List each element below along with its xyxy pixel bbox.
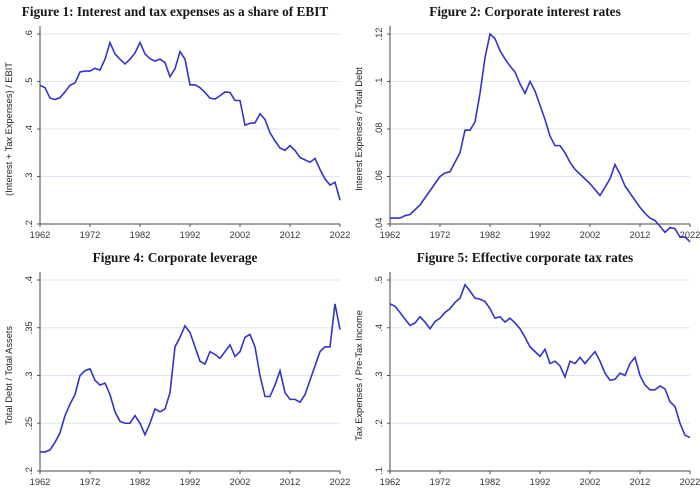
svg-text:1962: 1962 — [30, 230, 51, 240]
svg-text:.1: .1 — [374, 467, 384, 475]
svg-text:.08: .08 — [374, 123, 384, 136]
svg-text:.3: .3 — [374, 372, 384, 380]
svg-text:1972: 1972 — [80, 477, 101, 487]
svg-text:Figure 1: Interest and tax exp: Figure 1: Interest and tax expenses as a… — [22, 4, 329, 19]
svg-text:1962: 1962 — [30, 477, 51, 487]
svg-text:2002: 2002 — [580, 230, 601, 240]
svg-text:2022: 2022 — [680, 477, 700, 487]
svg-text:.5: .5 — [374, 276, 384, 284]
svg-text:Figure 2: Corporate interest r: Figure 2: Corporate interest rates — [429, 4, 621, 19]
svg-text:2022: 2022 — [680, 230, 700, 240]
svg-text:1962: 1962 — [380, 230, 401, 240]
svg-text:1982: 1982 — [130, 230, 151, 240]
svg-text:1992: 1992 — [530, 477, 551, 487]
svg-text:Interest Expenses / Total Debt: Interest Expenses / Total Debt — [354, 67, 364, 191]
svg-text:2022: 2022 — [330, 477, 350, 487]
svg-text:.2: .2 — [374, 419, 384, 427]
svg-text:2002: 2002 — [230, 230, 251, 240]
svg-text:.04: .04 — [374, 218, 384, 231]
svg-text:1982: 1982 — [480, 230, 501, 240]
svg-text:.6: .6 — [24, 30, 34, 38]
svg-text:.4: .4 — [24, 276, 34, 284]
svg-text:1972: 1972 — [80, 230, 101, 240]
svg-text:Figure 5: Effective corporate: Figure 5: Effective corporate tax rates — [417, 250, 633, 265]
svg-text:1972: 1972 — [430, 477, 451, 487]
svg-text:1992: 1992 — [180, 477, 201, 487]
svg-text:2012: 2012 — [630, 477, 651, 487]
svg-text:(Interest + Tax Expenses) / EB: (Interest + Tax Expenses) / EBIT — [4, 62, 14, 196]
svg-text:.35: .35 — [24, 321, 34, 334]
svg-text:2012: 2012 — [630, 230, 651, 240]
svg-text:.4: .4 — [24, 125, 34, 133]
svg-text:.2: .2 — [24, 220, 34, 228]
svg-text:1982: 1982 — [130, 477, 151, 487]
svg-text:2012: 2012 — [280, 477, 301, 487]
svg-text:.3: .3 — [24, 173, 34, 181]
svg-text:2002: 2002 — [580, 477, 601, 487]
svg-text:2012: 2012 — [280, 230, 301, 240]
svg-text:1962: 1962 — [380, 477, 401, 487]
svg-text:Tax Expenses / Pre-Tax Income: Tax Expenses / Pre-Tax Income — [354, 310, 364, 441]
svg-text:2022: 2022 — [330, 230, 350, 240]
svg-text:2002: 2002 — [230, 477, 251, 487]
svg-text:Total Debt / Total Assets: Total Debt / Total Assets — [4, 326, 14, 425]
svg-text:.5: .5 — [24, 78, 34, 86]
svg-text:.12: .12 — [374, 28, 384, 41]
svg-text:1982: 1982 — [480, 477, 501, 487]
svg-text:.25: .25 — [24, 417, 34, 430]
svg-text:.3: .3 — [24, 372, 34, 380]
svg-text:.2: .2 — [24, 467, 34, 475]
svg-text:.06: .06 — [374, 170, 384, 183]
svg-text:.4: .4 — [374, 324, 384, 332]
svg-text:.1: .1 — [374, 78, 384, 86]
svg-text:Figure 4: Corporate leverage: Figure 4: Corporate leverage — [93, 250, 258, 265]
svg-text:1992: 1992 — [180, 230, 201, 240]
svg-text:1972: 1972 — [430, 230, 451, 240]
svg-text:1992: 1992 — [530, 230, 551, 240]
